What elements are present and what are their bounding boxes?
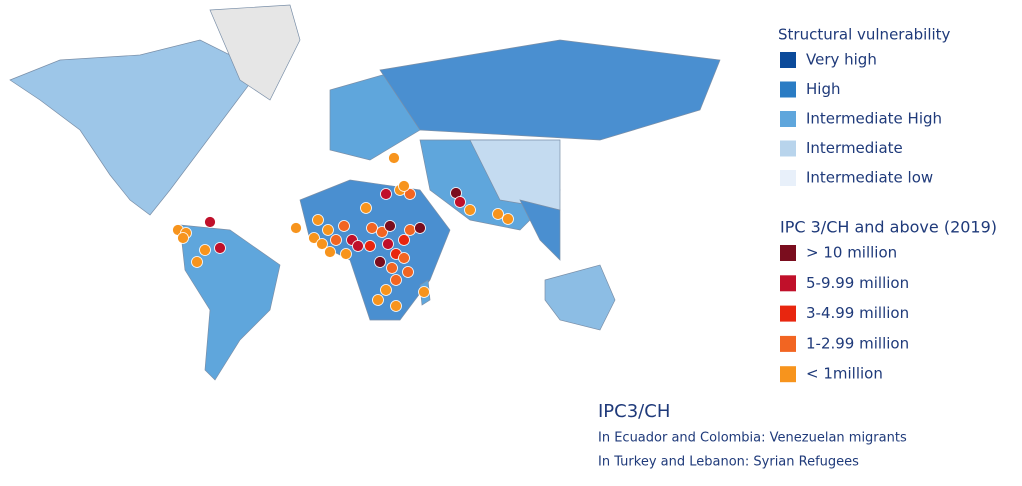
ipc-marker	[191, 256, 203, 268]
legend-label: 5-9.99 million	[806, 274, 909, 292]
notes-title: IPC3/CH	[598, 401, 670, 422]
note-line: In Turkey and Lebanon: Syrian Refugees	[598, 455, 859, 470]
legend-swatch	[780, 111, 796, 127]
ipc-marker	[398, 180, 410, 192]
legend-swatch	[780, 245, 796, 261]
ipc-marker	[364, 240, 376, 252]
north-america	[9, 39, 261, 216]
ipc-marker	[316, 238, 328, 250]
russia	[379, 39, 721, 141]
ipc-marker	[382, 238, 394, 250]
ipc-marker	[312, 214, 324, 226]
ipc-marker	[177, 232, 189, 244]
ipc-marker	[199, 244, 211, 256]
legend-swatch	[780, 170, 796, 186]
legend-label: Very high	[806, 51, 877, 69]
ipc-marker	[388, 152, 400, 164]
legend-title: IPC 3/CH and above (2019)	[780, 218, 997, 237]
legend-swatch	[780, 275, 796, 292]
ipc-marker	[290, 222, 302, 234]
legend-swatch	[780, 140, 796, 157]
world-map	[9, 4, 721, 381]
ipc-marker	[398, 252, 410, 264]
ipc-marker	[390, 274, 402, 286]
ipc-marker	[324, 246, 336, 258]
ipc-markers	[172, 152, 514, 312]
note-line: In Ecuador and Colombia: Venezuelan migr…	[598, 431, 907, 446]
ipc-marker	[384, 220, 396, 232]
ipc-marker	[308, 232, 320, 244]
legend-label: > 10 million	[806, 244, 897, 262]
legend-label: High	[806, 80, 840, 98]
ipc-marker	[464, 204, 476, 216]
ipc-marker	[372, 294, 384, 306]
ipc-marker	[502, 213, 514, 225]
legend-label: Intermediate low	[806, 169, 933, 187]
ipc-marker	[404, 188, 416, 200]
ipc-marker	[340, 248, 352, 260]
ipc-marker	[390, 300, 402, 312]
ipc-marker	[338, 220, 350, 232]
legend-title: Structural vulnerability	[778, 26, 951, 44]
southeast-asia	[519, 199, 561, 261]
ipc-marker	[352, 240, 364, 252]
legend-label: < 1million	[806, 365, 883, 383]
ipc-marker	[322, 224, 334, 236]
ipc-marker	[386, 262, 398, 274]
legend-label: 1-2.99 million	[806, 334, 909, 352]
ipc-marker	[492, 208, 504, 220]
legend-swatch	[780, 335, 796, 352]
ipc-marker	[414, 222, 426, 234]
ipc-marker	[214, 242, 226, 254]
legend-swatch	[780, 52, 796, 68]
legend-swatch	[780, 305, 796, 322]
ipc-marker	[418, 286, 430, 298]
ipc-marker	[366, 222, 378, 234]
ipc-marker	[404, 224, 416, 236]
ipc-marker	[204, 216, 216, 228]
legend-label: Intermediate	[806, 139, 903, 157]
ipc-marker	[330, 234, 342, 246]
legend-label: Intermediate High	[806, 110, 942, 128]
legend-label: 3-4.99 million	[806, 304, 909, 322]
ipc-marker	[360, 202, 372, 214]
australia	[544, 264, 616, 331]
legend-swatch	[780, 366, 796, 383]
legend-swatch	[780, 81, 796, 98]
greenland	[209, 4, 301, 101]
ipc-marker	[398, 234, 410, 246]
ipc-marker	[374, 256, 386, 268]
ipc-marker	[454, 196, 466, 208]
ipc-marker	[402, 266, 414, 278]
ipc-marker	[380, 284, 392, 296]
ipc-marker	[380, 188, 392, 200]
south-america	[179, 224, 281, 381]
ipc-marker	[376, 226, 388, 238]
